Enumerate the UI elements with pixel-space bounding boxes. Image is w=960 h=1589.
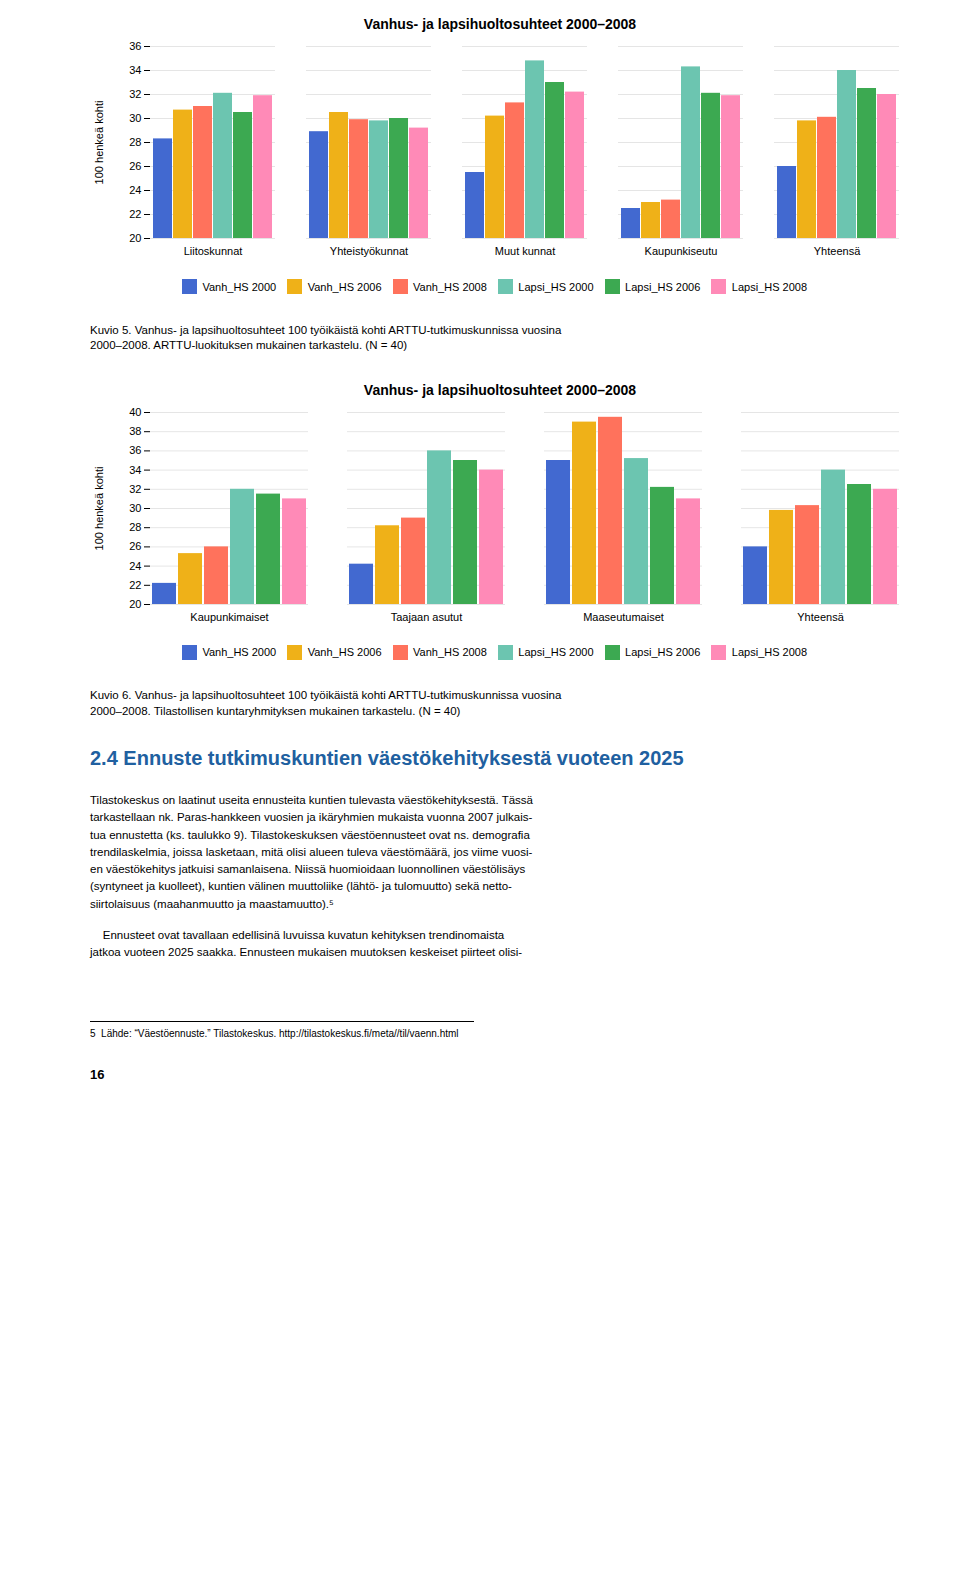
svg-text:30: 30: [129, 112, 141, 124]
svg-text:Maaseutumaiset: Maaseutumaiset: [583, 611, 664, 623]
html-text:Tilastokeskus on laatinut usei: Tilastokeskus on laatinut useita ennuste…: [90, 794, 533, 910]
svg-text:30: 30: [129, 502, 141, 514]
html-text:Vanh_HS 2000: Vanh_HS 2000: [202, 280, 277, 293]
svg-text:22: 22: [129, 208, 141, 220]
html-text:Kuvio 5. Vanhus- ja lapsihuolt: Kuvio 5. Vanhus- ja lapsihuoltosuhteet 1…: [90, 323, 562, 351]
html-text:16: 16: [90, 1067, 105, 1083]
html-text:Kuvio 6. Vanhus- ja lapsihuolt: Kuvio 6. Vanhus- ja lapsihuoltosuhteet 1…: [90, 689, 562, 717]
svg-text:38: 38: [129, 425, 141, 437]
html-text:Lapsi_HS 2000: Lapsi_HS 2000: [518, 646, 594, 658]
html-text:Vanhus- ja lapsihuoltosuhteet: Vanhus- ja lapsihuoltosuhteet 2000–2008: [363, 16, 637, 32]
html-text:Lapsi_HS 2008: Lapsi_HS 2008: [731, 646, 808, 658]
html-text:Lapsi_HS 2000: Lapsi_HS 2000: [518, 280, 594, 293]
html-text:Ennusteet ovat tavallaan edell: Ennusteet ovat tavallaan edellisinä luvu…: [90, 928, 523, 959]
svg-text:24: 24: [129, 559, 141, 571]
svg-text:26: 26: [129, 160, 141, 172]
svg-text:Liitoskunnat: Liitoskunnat: [184, 245, 243, 257]
svg-text:Muut kunnat: Muut kunnat: [495, 245, 556, 257]
html-text:Lapsi_HS 2008: Lapsi_HS 2008: [731, 280, 808, 293]
html-text:Vanh_HS 2006: Vanh_HS 2006: [307, 280, 382, 293]
svg-text:24: 24: [129, 184, 141, 196]
html-text:Lapsi_HS 2006: Lapsi_HS 2006: [625, 280, 701, 293]
svg-text:100 henkeä kohti: 100 henkeä kohti: [93, 466, 105, 550]
svg-text:36: 36: [129, 40, 141, 52]
svg-text:32: 32: [129, 88, 141, 100]
svg-text:28: 28: [129, 136, 141, 148]
svg-text:Yhteistyökunnat: Yhteistyökunnat: [330, 245, 408, 257]
html-text:Vanh_HS 2000: Vanh_HS 2000: [202, 646, 277, 658]
svg-text:32: 32: [129, 482, 141, 494]
html-text:Vanh_HS 2008: Vanh_HS 2008: [413, 280, 487, 293]
svg-text:Kaupunkimaiset: Kaupunkimaiset: [190, 611, 268, 623]
html-text:Vanhus- ja lapsihuoltosuhteet: Vanhus- ja lapsihuoltosuhteet 2000–2008: [363, 381, 637, 398]
html-text:2.4 Ennuste tutkimuskuntien vä: 2.4 Ennuste tutkimuskuntien väestökehity…: [90, 747, 684, 770]
svg-text:22: 22: [129, 578, 141, 590]
svg-text:20: 20: [129, 232, 141, 244]
html-text:Vanh_HS 2006: Vanh_HS 2006: [307, 646, 382, 658]
html-text:5 Lähde: “Väestöennuste.” Tila: 5 Lähde: “Väestöennuste.” Tilastokeskus.…: [90, 1028, 459, 1040]
svg-text:Taajaan asutut: Taajaan asutut: [391, 611, 463, 623]
svg-text:34: 34: [129, 463, 141, 475]
svg-text:36: 36: [129, 444, 141, 456]
svg-text:26: 26: [129, 540, 141, 552]
svg-text:40: 40: [129, 406, 141, 418]
svg-text:34: 34: [129, 64, 141, 76]
svg-text:28: 28: [129, 521, 141, 533]
svg-text:100 henkeä kohti: 100 henkeä kohti: [93, 101, 105, 185]
html-text:Lapsi_HS 2006: Lapsi_HS 2006: [625, 646, 701, 658]
svg-text:Yhteensä: Yhteensä: [797, 611, 844, 623]
html-text:Vanh_HS 2008: Vanh_HS 2008: [413, 646, 487, 658]
svg-text:Kaupunkiseutu: Kaupunkiseutu: [645, 245, 718, 257]
svg-text:Yhteensä: Yhteensä: [814, 245, 861, 257]
svg-text:20: 20: [129, 598, 141, 610]
